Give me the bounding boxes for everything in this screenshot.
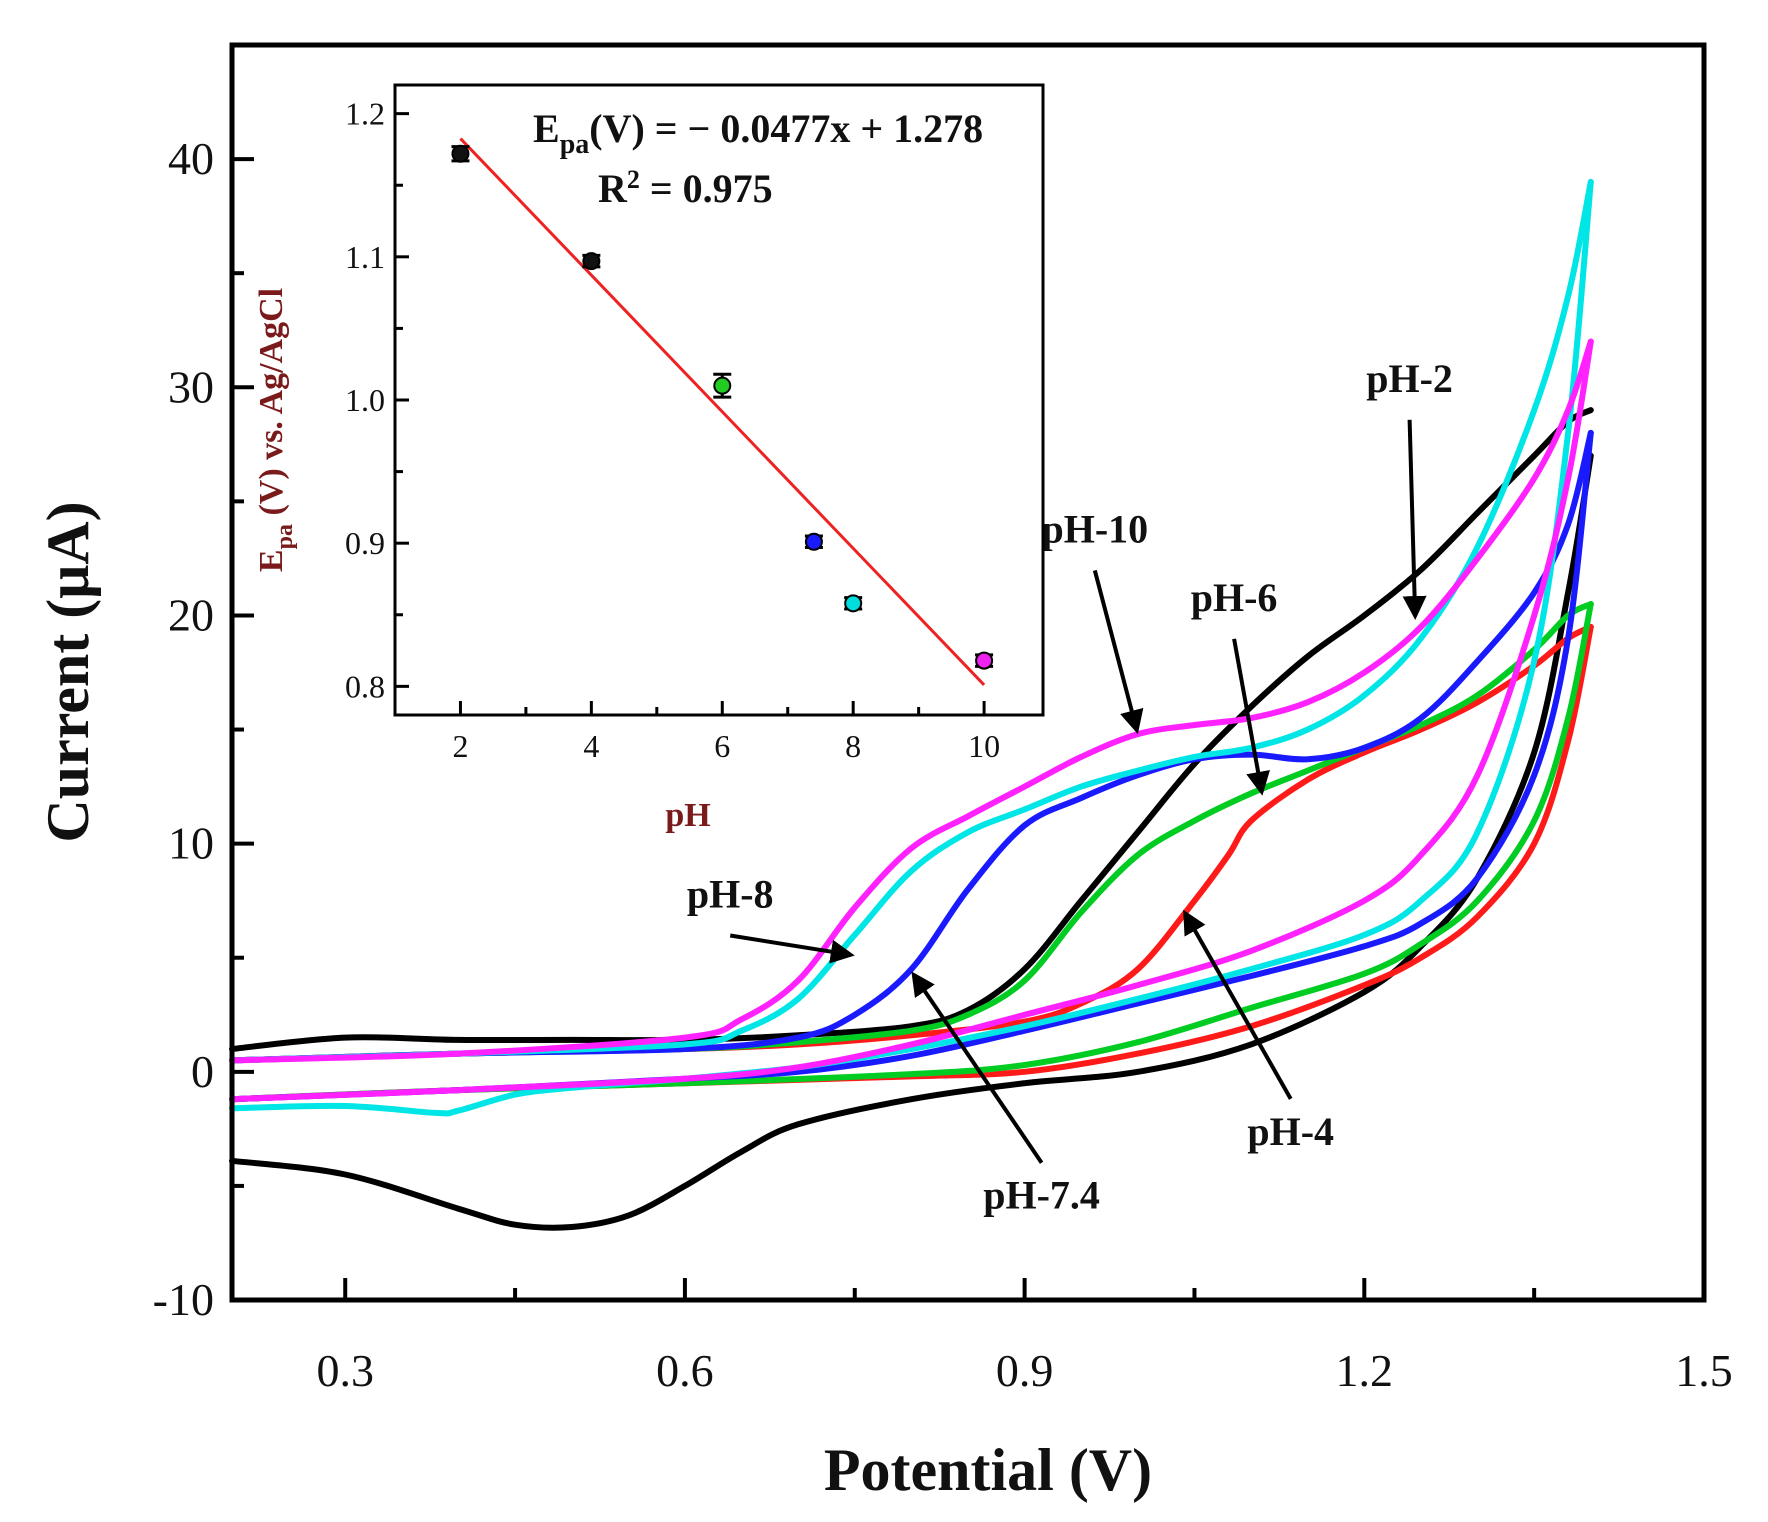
inset-x-axis-title: pH [665, 797, 710, 834]
curve-ph-10-reverse [229, 338, 1594, 1103]
inset-x-tick-label: 10 [968, 728, 1000, 764]
arrow-ph-8 [729, 933, 855, 964]
data-point [975, 651, 994, 670]
inset-x-tick-label: 6 [714, 728, 730, 764]
fit-equation: Epa(V) = − 0.0477x + 1.278 [533, 106, 983, 160]
inset-y-tick-label: 0.8 [345, 668, 385, 704]
inset-x-tick-label: 4 [583, 728, 599, 764]
data-point [844, 594, 863, 613]
inset-x-tick-label: 2 [452, 728, 468, 764]
inset-y-axis-title: Epa (V) vs. Ag/AgCl [253, 288, 298, 572]
inset-chart: 2 4 6 8 10 0.8 0.9 1.0 1.1 1.2 pH Epa (V) vs. Ag/… [253, 83, 1045, 834]
label-ph-4: pH-4 [1247, 1109, 1334, 1154]
data-point [451, 144, 470, 163]
inset-ticks [393, 112, 986, 715]
data-point [804, 532, 823, 551]
inset-tick-labels: 2 4 6 8 10 0.8 0.9 1.0 1.1 1.2 [345, 96, 1000, 764]
r-squared: R2 = 0.975 [598, 165, 773, 211]
y-tick-label: -10 [153, 1274, 214, 1325]
label-ph-10: pH-10 [1041, 506, 1148, 551]
label-ph-2: pH-2 [1366, 356, 1453, 401]
inset-x-tick-label: 8 [845, 728, 861, 764]
main-ticks [232, 157, 1706, 1302]
inset-points [451, 144, 994, 670]
y-tick-label: 30 [168, 361, 214, 412]
data-point [713, 376, 732, 395]
y-axis-title: Current (μA) [35, 501, 101, 842]
inset-background [395, 85, 1043, 715]
data-point [582, 252, 601, 271]
x-tick-label: 1.5 [1675, 1345, 1733, 1396]
inset-fit-layer [459, 137, 986, 686]
curve-ph-7-4-forward [229, 429, 1594, 1064]
main-plot-frame [229, 42, 1707, 1303]
y-tick-label: 40 [168, 133, 214, 184]
arrow-ph-6 [1232, 638, 1270, 796]
curve-ph-8-reverse [229, 178, 1594, 1117]
x-tick-label: 0.9 [996, 1345, 1054, 1396]
label-ph-7-4: pH-7.4 [983, 1173, 1100, 1218]
x-tick-label: 0.6 [656, 1345, 714, 1396]
y-tick-label: 10 [168, 818, 214, 869]
y-tick-label: 20 [168, 589, 214, 640]
arrow-ph-7-4 [911, 971, 1044, 1164]
arrow-ph-4 [1183, 909, 1293, 1100]
arrow-ph-10 [1092, 569, 1144, 735]
label-ph-6: pH-6 [1191, 575, 1278, 620]
arrow-ph-2 [1402, 419, 1427, 621]
curve-ph-2-reverse [229, 452, 1594, 1231]
inset-y-tick-label: 1.2 [345, 96, 385, 132]
curves-layer [229, 178, 1594, 1231]
y-tick-label: 0 [191, 1046, 214, 1097]
main-tick-labels: 0.3 0.6 0.9 1.2 1.5 -10 0 10 20 30 40 [153, 133, 1733, 1396]
inset-y-tick-label: 0.9 [345, 525, 385, 561]
x-tick-label: 1.2 [1336, 1345, 1394, 1396]
curve-ph-2-forward [229, 407, 1594, 1052]
curve-ph-8-forward [229, 178, 1594, 1064]
x-axis-title: Potential (V) [824, 1437, 1152, 1503]
curve-annotations: pH-2 pH-10 pH-6 pH-8 pH-7.4 pH-4 [687, 356, 1453, 1218]
inset-y-tick-label: 1.1 [345, 239, 385, 275]
fit-line [459, 137, 986, 686]
inset-y-tick-label: 1.0 [345, 382, 385, 418]
label-ph-8: pH-8 [687, 872, 774, 917]
curve-ph-10-forward [229, 338, 1594, 1064]
x-tick-label: 0.3 [316, 1345, 374, 1396]
